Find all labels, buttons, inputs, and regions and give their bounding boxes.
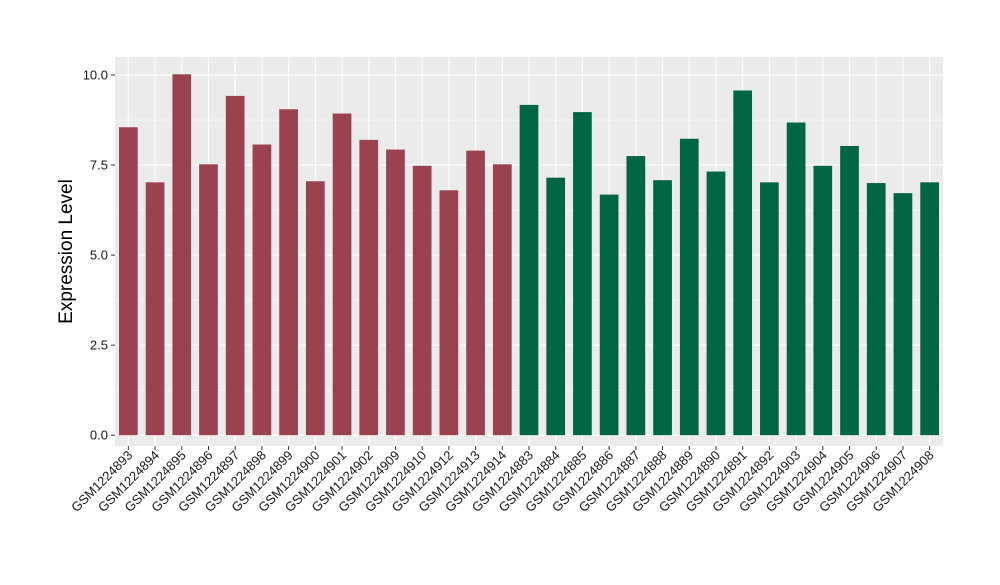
bar-GSM1224889 [679,138,699,436]
bar-GSM1224886 [599,194,619,436]
bar-GSM1224896 [199,164,218,436]
bar-GSM1224887 [626,156,646,436]
bar-GSM1224909 [386,149,405,436]
bar-GSM1224912 [439,190,459,436]
bar-GSM1224913 [466,150,485,436]
y-tick-label: 5.0 [90,248,108,263]
bar-GSM1224903 [786,122,806,436]
bar-GSM1224899 [279,109,298,436]
bar-GSM1224914 [492,164,512,436]
bar-GSM1224885 [573,112,592,436]
bar-GSM1224908 [920,182,939,436]
y-tick-label: 10.0 [83,68,108,83]
bar-GSM1224901 [332,113,352,436]
bar-GSM1224906 [866,183,886,436]
bar-GSM1224905 [840,145,859,436]
bar-GSM1224884 [546,177,566,436]
y-tick-label: 7.5 [90,158,108,173]
bar-GSM1224894 [145,182,165,436]
y-tick-label: 2.5 [90,338,108,353]
bar-GSM1224892 [760,182,779,436]
bars [119,74,939,436]
bar-GSM1224898 [252,144,272,436]
bar-GSM1224883 [519,104,539,436]
bar-GSM1224888 [653,180,672,436]
bar-GSM1224891 [733,90,753,436]
bar-GSM1224910 [412,165,432,436]
bar-GSM1224897 [225,95,245,436]
bar-GSM1224900 [305,181,325,436]
y-axis-title: Expression Level [56,179,77,324]
bar-GSM1224890 [706,171,726,436]
y-tick-label: 0.0 [90,428,108,443]
bar-GSM1224893 [119,127,138,436]
bar-GSM1224907 [893,193,913,436]
bar-GSM1224904 [813,165,833,436]
y-axis: 0.0 2.5 5.0 7.5 10.0 [83,68,115,443]
bar-GSM1224902 [359,139,379,436]
x-axis: GSM1224893GSM1224894GSM1224895GSM1224896… [68,446,937,515]
bar-GSM1224895 [172,74,192,436]
